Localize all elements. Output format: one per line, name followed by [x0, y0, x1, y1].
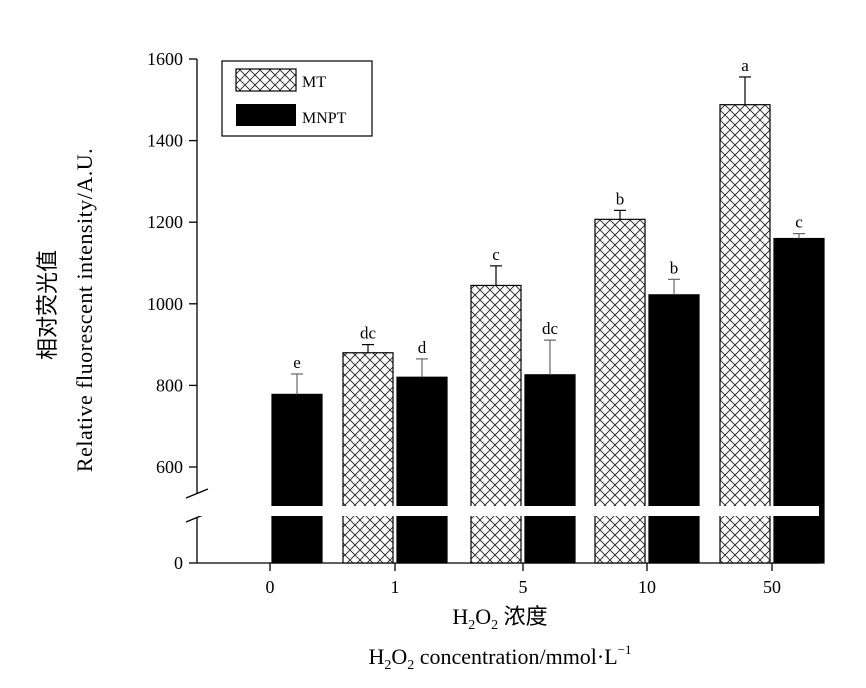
x-tick-label: 50: [763, 577, 781, 597]
x-tick-label: 5: [519, 577, 528, 597]
x-tick-label: 1: [391, 577, 400, 597]
x-ticks: 0 1 5 10 50: [266, 563, 781, 597]
error-bars: [291, 76, 805, 395]
y-tick-label: 1200: [147, 212, 183, 232]
bar-mnpt: [648, 294, 700, 564]
x-tick-label: 0: [266, 577, 275, 597]
axis-break-marks: [185, 488, 209, 523]
legend-label-mt: MT: [302, 74, 326, 91]
y-ticks: 0 600 800 1000 1200 1400 1600: [147, 49, 197, 573]
significance-label: b: [616, 189, 625, 208]
y-tick-label: 600: [156, 457, 183, 477]
y-tick-label: 1400: [147, 131, 183, 151]
legend-label-mnpt: MNPT: [302, 110, 347, 127]
y-tick-label: 1000: [147, 294, 183, 314]
y-axis-label-en: Relative fluorescent intensity/A.U.: [72, 148, 97, 472]
x-axis-label-chinese-line: H2O2 浓度: [452, 604, 547, 633]
y-axis-label-english: Relative fluorescent intensity/A.U.: [72, 148, 97, 472]
bar-mt: [594, 218, 646, 564]
legend: MT MNPT: [221, 60, 373, 137]
bar-mt: [719, 104, 771, 564]
x-axis-label: H2O2 浓度 H2O2 concentration/mmol·L−1: [368, 604, 631, 673]
significance-labels: dc c b a e d dc b c: [293, 56, 803, 372]
bar-break-gap: [199, 506, 819, 516]
significance-label: e: [293, 353, 301, 372]
significance-label: a: [741, 56, 749, 75]
significance-label: c: [492, 245, 500, 264]
bar-mt: [342, 352, 394, 564]
y-axis-label: 相对荧光值: [35, 250, 60, 360]
legend-swatch-mt: [235, 68, 297, 92]
legend-swatch-mnpt: [236, 104, 296, 126]
y-axis-label-chinese: 相对荧光值: [35, 250, 60, 360]
x-axis-label-chinese: 浓度: [504, 604, 548, 629]
y-tick-label: 1600: [147, 49, 183, 69]
significance-label: dc: [360, 324, 377, 343]
x-axis-label-english-line: H2O2 concentration/mmol·L−1: [368, 642, 631, 673]
significance-label: dc: [542, 319, 559, 338]
bar-mnpt: [524, 374, 576, 564]
y-tick-label: 0: [174, 553, 183, 573]
x-axis-label-english: concentration/mmol·L: [420, 644, 618, 669]
significance-label: d: [418, 338, 427, 357]
bar-mnpt: [396, 376, 448, 564]
bar-mnpt: [271, 393, 323, 564]
x-tick-label: 10: [638, 577, 656, 597]
bars: [271, 104, 825, 564]
significance-label: b: [670, 258, 679, 277]
significance-label: c: [795, 213, 803, 232]
y-tick-label: 800: [156, 375, 183, 395]
bar-mt: [470, 284, 522, 564]
